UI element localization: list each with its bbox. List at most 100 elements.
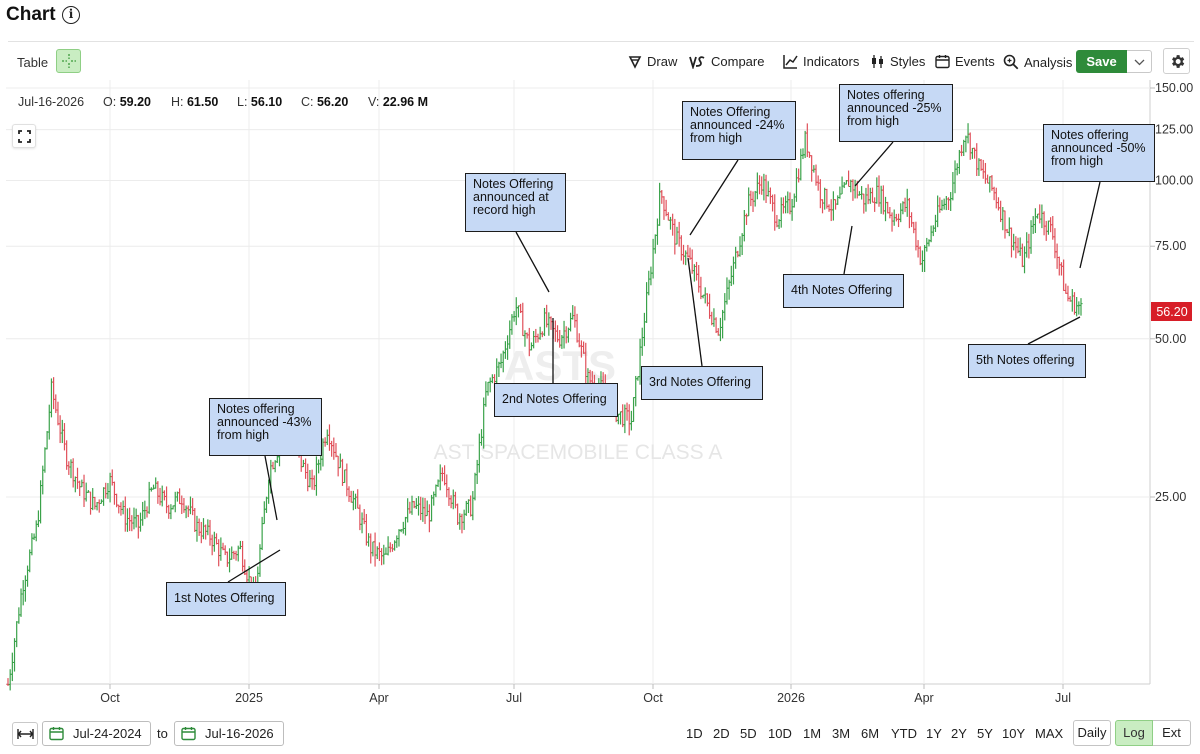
info-icon[interactable]: i [62, 6, 80, 24]
calendar-icon [935, 55, 950, 69]
indicators-label: Indicators [803, 54, 860, 69]
header-divider [8, 41, 1194, 42]
interval-daily-button[interactable]: Daily [1073, 720, 1111, 746]
annotation-1st-offering: 1st Notes Offering [166, 582, 286, 616]
annotation-connector [843, 225, 853, 275]
close-value: 56.20 [316, 95, 349, 109]
timeframe-1m[interactable]: 1M [803, 726, 822, 741]
timeframe-10y[interactable]: 10Y [1002, 726, 1026, 741]
ohlc-low: L: 56.10 [237, 95, 282, 109]
timeframe-1d[interactable]: 1D [686, 726, 703, 741]
analysis-label: Analysis [1024, 54, 1073, 70]
to-label: to [157, 726, 168, 741]
end-date-value: Jul-16-2026 [205, 726, 274, 741]
watermark-name: AST SPACEMOBILE CLASS A [434, 441, 723, 464]
annotation-connectors [227, 141, 1101, 583]
chart-header: Chart i [0, 0, 1200, 32]
low-value: 56.10 [250, 95, 283, 109]
annotation-2nd-offering: 2nd Notes Offering [494, 383, 618, 417]
price-axis: 150.00 125.00 100.00 75.00 50.00 25.00 [1150, 81, 1193, 504]
styles-label: Styles [890, 54, 926, 69]
x-tick-label: Apr [369, 691, 388, 705]
indicators-button[interactable]: Indicators [783, 54, 859, 69]
calendar-icon [49, 727, 64, 741]
annotation-5th-offering-callout: Notes offering announced -50% from high [1043, 124, 1155, 182]
timeframe-10d[interactable]: 10D [768, 726, 792, 741]
save-button[interactable]: Save [1076, 50, 1127, 73]
annotation-1st-offering-callout: Notes offering announced -43% from high [209, 398, 322, 456]
ohlc-volume: V: 22.96 M [368, 95, 428, 109]
page-title: Chart [6, 4, 56, 25]
annotation-3rd-offering: 3rd Notes Offering [641, 366, 763, 400]
ohlc-close: C: 56.20 [301, 95, 348, 109]
range-toolbar: Jul-24-2024 to Jul-16-2026 1D 2D 5D 10D … [0, 712, 1200, 754]
date-range-button[interactable] [12, 722, 38, 746]
timeframe-3m[interactable]: 3M [832, 726, 851, 741]
events-button[interactable]: Events [935, 54, 995, 69]
end-date-field[interactable]: Jul-16-2026 [174, 721, 284, 746]
log-scale-toggle[interactable]: Log [1115, 720, 1153, 746]
ohlc-date: Jul-16-2026 [18, 95, 85, 109]
y-tick-label: 125.00 [1155, 123, 1193, 137]
time-axis: Oct 2025 Apr Jul Oct 2026 Apr Jul [100, 684, 1071, 705]
y-tick-label: 50.00 [1155, 332, 1186, 346]
table-toggle-label[interactable]: Table [17, 55, 49, 70]
timeframe-5d[interactable]: 5D [740, 726, 757, 741]
x-tick-label: Jul [1055, 691, 1071, 705]
analysis-button[interactable]: Analysis [1003, 54, 1072, 70]
timeframe-5y[interactable]: 5Y [977, 726, 993, 741]
start-date-value: Jul-24-2024 [73, 726, 142, 741]
x-tick-label: Oct [643, 691, 663, 705]
expand-icon [18, 130, 31, 143]
styles-button[interactable]: Styles [870, 54, 925, 69]
draw-button[interactable]: Draw [628, 54, 677, 69]
save-dropdown-button[interactable] [1127, 50, 1152, 73]
draw-label: Draw [647, 54, 678, 69]
annotation-connector [515, 231, 550, 293]
annotation-connector [1027, 316, 1081, 345]
fullscreen-button[interactable] [12, 124, 36, 148]
chart-toolbar: Table Draw Compare Indicators Styles Eve… [0, 46, 1200, 78]
settings-button[interactable] [1163, 48, 1190, 74]
start-date-field[interactable]: Jul-24-2024 [42, 721, 151, 746]
extended-hours-toggle[interactable]: Ext [1153, 720, 1191, 746]
compare-button[interactable]: Compare [689, 54, 764, 69]
timeframe-2d[interactable]: 2D [713, 726, 730, 741]
range-arrows-icon [17, 729, 34, 739]
high-value: 61.50 [186, 95, 219, 109]
chevron-down-icon [1134, 59, 1145, 66]
ohlc-high: H: 61.50 [171, 95, 218, 109]
last-price-tag: 56.20 [1151, 302, 1192, 321]
annotation-connector [227, 549, 281, 583]
compare-label: Compare [711, 54, 765, 69]
x-tick-label: Apr [914, 691, 933, 705]
timeframe-max[interactable]: MAX [1035, 726, 1064, 741]
compare-icon [689, 55, 705, 69]
y-tick-label: 100.00 [1155, 174, 1193, 188]
x-tick-label: 2025 [235, 691, 263, 705]
last-price-tag-bg [1151, 302, 1192, 321]
x-tick-label: Oct [100, 691, 120, 705]
timeframe-1y[interactable]: 1Y [926, 726, 942, 741]
x-tick-label: Jul [506, 691, 522, 705]
annotation-2nd-offering-callout: Notes Offering announced at record high [465, 173, 566, 232]
open-label: O: [103, 95, 117, 109]
annotation-connector [687, 257, 703, 367]
annotation-3rd-offering-callout: Notes Offering announced -24% from high [682, 101, 796, 160]
timeframe-ytd[interactable]: YTD [891, 726, 917, 741]
calendar-icon [181, 727, 196, 741]
timeframe-6m[interactable]: 6M [861, 726, 880, 741]
annotation-4th-offering: 4th Notes Offering [783, 274, 904, 308]
crosshair-toggle-button[interactable] [56, 49, 81, 73]
low-label: L: [237, 95, 248, 109]
annotation-connector [854, 141, 894, 187]
analysis-magnifier-icon [1003, 54, 1019, 70]
timeframe-2y[interactable]: 2Y [951, 726, 967, 741]
indicators-icon [783, 55, 798, 69]
y-tick-label: 75.00 [1155, 239, 1186, 253]
last-price-value: 56.20 [1156, 305, 1187, 319]
annotation-connector [689, 159, 739, 236]
close-label: C: [301, 95, 314, 109]
high-label: H: [171, 95, 184, 109]
open-value: 59.20 [119, 95, 151, 109]
